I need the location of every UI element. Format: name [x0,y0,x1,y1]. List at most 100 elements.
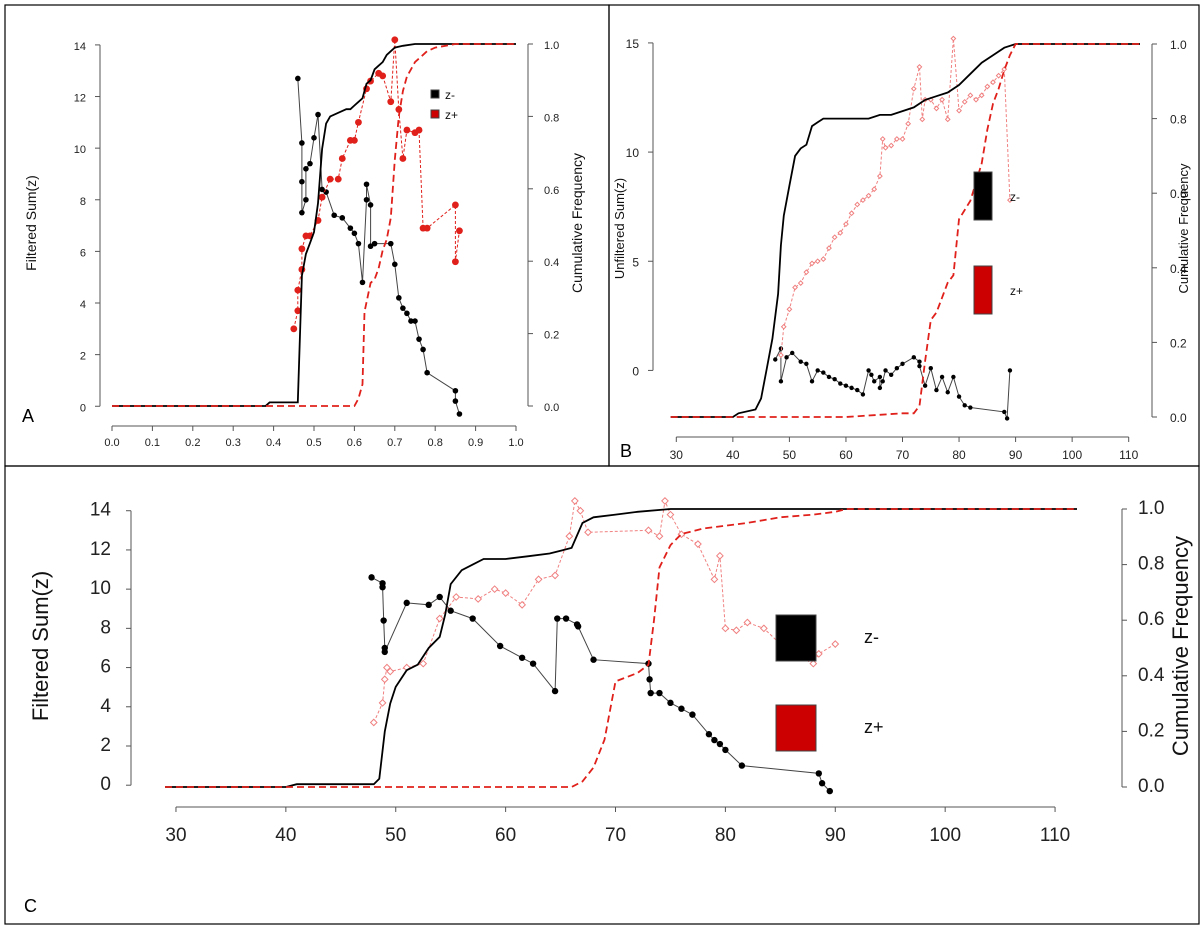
data-point [416,336,422,342]
y2-tick-label: 0.4 [1138,665,1165,686]
legend: z-z+ [973,171,1023,315]
y-tick-label: 10 [90,578,111,599]
data-point [379,583,386,591]
series-line [165,508,1077,788]
data-point [387,240,394,247]
y-tick-label: 0 [80,402,86,414]
data-point [843,383,849,388]
data-point [879,136,886,142]
data-point [351,137,358,144]
data-point [888,142,895,149]
data-point [380,675,389,684]
data-point [715,551,724,560]
x-tick-label: 60 [839,448,853,462]
data-point [367,202,374,208]
data-point [809,379,815,384]
data-point [784,355,789,360]
data-point [721,624,730,633]
x-tick-label: 30 [165,825,186,846]
data-point [798,359,803,364]
data-point [369,718,378,727]
y2-tick-label: 0.2 [544,330,559,342]
x-tick-label: 90 [825,825,846,846]
data-point [1007,368,1013,373]
data-point [396,295,402,301]
data-point [917,363,922,369]
data-point [318,193,326,201]
data-point [367,243,374,250]
series-line [165,508,1077,788]
data-point [826,245,832,252]
data-point [831,640,840,648]
y-tick-label: 12 [74,93,86,105]
data-point [378,698,387,707]
x-tick-label: 0.8 [428,437,443,449]
data-point [678,705,685,712]
legend-label: z- [445,88,455,102]
data-point [295,75,301,82]
x-tick-label: 0.7 [387,437,402,449]
data-point [381,648,388,656]
data-point [303,196,309,203]
data-point [452,201,459,209]
y2-tick-label: 0.8 [1170,113,1187,127]
legend-label: z+ [445,108,458,122]
data-point [452,387,459,394]
data-point [420,346,426,353]
data-point [452,258,459,266]
data-point [848,210,855,217]
data-point [404,310,410,317]
data-point [666,510,675,519]
data-point [646,676,653,683]
data-point [956,107,962,114]
data-point [534,575,543,584]
y-axis-label: Filtered Sum(z) [28,571,53,721]
data-point [984,83,991,90]
y2-tick-label: 0.0 [1170,411,1187,425]
data-point [371,240,378,247]
data-point [331,212,338,219]
data-point [933,105,940,112]
y2-axis-label: Cumulative Frequency [1168,536,1193,756]
data-point [945,390,950,395]
data-point [412,318,418,324]
y-tick-label: 14 [90,500,112,521]
data-point [973,96,979,103]
x-tick-label: 90 [1009,448,1023,462]
data-point [554,615,561,622]
data-point [888,372,894,377]
y-tick-label: 8 [100,617,111,638]
data-point [408,318,414,324]
data-point [759,624,768,633]
data-point [778,379,784,384]
data-point [743,618,752,627]
data-point [452,398,459,404]
x-tick-label: 0.4 [266,437,281,449]
series-line [670,43,1140,418]
data-point [939,374,945,380]
data-point [950,35,957,42]
data-point [490,585,499,594]
data-point [403,126,411,134]
data-point [392,261,398,268]
legend-swatch [430,89,440,99]
data-point [456,411,463,417]
data-point [804,361,809,367]
data-point [403,599,410,607]
data-point [315,111,321,118]
data-point [860,392,866,397]
data-point [809,260,815,267]
legend-label: z+ [1010,284,1023,298]
panel-border [608,4,1200,467]
legend: z-z+ [430,88,458,122]
data-point [814,649,823,658]
data-point [425,601,432,609]
data-point [905,120,912,127]
data-point [872,379,877,384]
data-point [917,359,922,364]
data-point [551,687,559,695]
x-tick-label: 1.0 [508,437,523,449]
data-point [363,181,370,188]
data-point [880,379,885,384]
data-point [303,165,309,172]
